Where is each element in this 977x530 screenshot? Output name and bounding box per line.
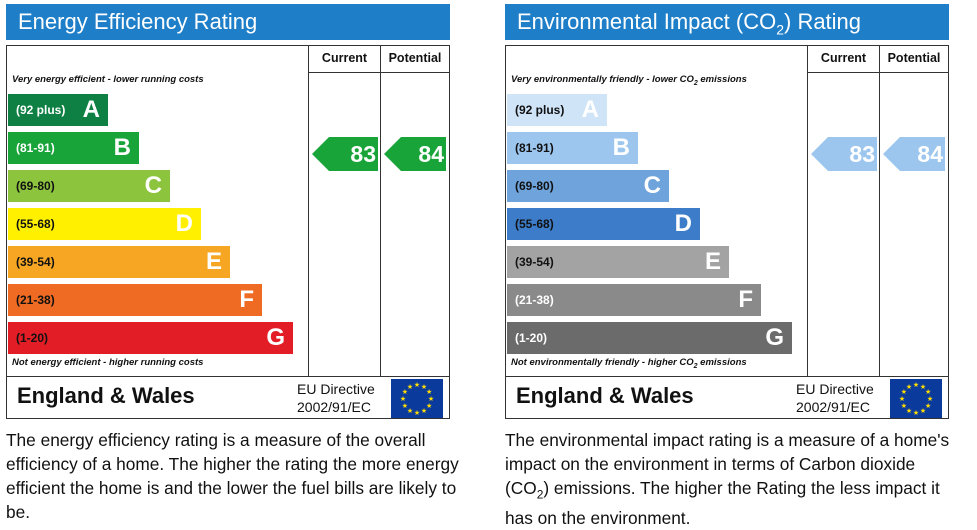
environment-rating-table: Current Potential Very environmentally f… <box>505 45 949 419</box>
energy-current-value: 83 <box>350 141 376 167</box>
energy-efficiency-panel: Energy Efficiency Rating Current Potenti… <box>6 0 459 525</box>
environment-band-range: (55-68) <box>515 217 554 231</box>
svg-text:★: ★ <box>925 402 931 410</box>
energy-rating-table: Current Potential Very energy efficient … <box>6 45 450 419</box>
environment-region: England & Wales <box>516 383 694 408</box>
svg-text:★: ★ <box>920 383 926 391</box>
energy-band-letter: D <box>175 210 193 237</box>
svg-text:★: ★ <box>913 381 919 389</box>
energy-band-range: (55-68) <box>16 217 55 231</box>
energy-description: The energy efficiency rating is a measur… <box>6 430 459 522</box>
svg-text:★: ★ <box>402 388 408 396</box>
svg-text:★: ★ <box>414 409 420 417</box>
environment-potential-arrow: 84 <box>883 137 945 171</box>
svg-text:★: ★ <box>407 407 413 415</box>
energy-current-arrow: 83 <box>312 137 378 171</box>
eu-flag-icon: ★ ★ ★ ★ ★ ★ ★ ★ ★ ★ ★ ★ <box>890 379 942 418</box>
energy-band-range: (92 plus) <box>16 103 66 117</box>
environment-band-letter: G <box>765 324 784 351</box>
environment-current-arrow: 83 <box>811 137 877 171</box>
energy-band-b: (81-91) B <box>8 132 139 164</box>
svg-text:★: ★ <box>899 395 905 403</box>
svg-text:★: ★ <box>906 383 912 391</box>
svg-text:★: ★ <box>906 407 912 415</box>
energy-band-f: (21-38) F <box>8 284 262 316</box>
energy-band-letter: F <box>239 286 254 313</box>
environment-band-range: (21-38) <box>515 293 554 307</box>
environment-current-value: 83 <box>849 141 875 167</box>
energy-band-g: (1-20) G <box>8 322 293 354</box>
environment-note-bottom: Not environmentally friendly - higher CO… <box>511 357 747 370</box>
svg-text:★: ★ <box>426 388 432 396</box>
environment-band-range: (69-80) <box>515 179 554 193</box>
svg-text:★: ★ <box>901 388 907 396</box>
energy-title: Energy Efficiency Rating <box>6 4 450 40</box>
svg-text:★: ★ <box>421 407 427 415</box>
environmental-impact-panel: Environmental Impact (CO2) Rating Curren… <box>505 0 951 528</box>
environment-directive: EU Directive 2002/91/EC <box>796 381 874 415</box>
energy-band-range: (69-80) <box>16 179 55 193</box>
energy-note-bottom: Not energy efficient - higher running co… <box>12 357 204 368</box>
environment-band-g: (1-20) G <box>507 322 792 354</box>
environment-description: The environmental impact rating is a mea… <box>505 430 950 529</box>
environment-band-c: (69-80) C <box>507 170 669 202</box>
svg-text:★: ★ <box>428 395 434 403</box>
svg-text:★: ★ <box>426 402 432 410</box>
svg-text:★: ★ <box>913 409 919 417</box>
environment-band-letter: E <box>704 248 721 275</box>
environment-band-letter: C <box>643 172 661 199</box>
environment-band-letter: F <box>738 286 753 313</box>
environment-band-range: (81-91) <box>515 141 554 155</box>
environment-band-f: (21-38) F <box>507 284 761 316</box>
environment-band-range: (39-54) <box>515 255 554 269</box>
energy-band-range: (81-91) <box>16 141 55 155</box>
energy-band-letter: G <box>266 324 285 351</box>
environment-band-e: (39-54) E <box>507 246 729 278</box>
svg-text:★: ★ <box>925 388 931 396</box>
svg-text:★: ★ <box>402 402 408 410</box>
energy-band-letter: E <box>205 248 222 275</box>
energy-current-header: Current <box>321 51 368 65</box>
environment-potential-header: Potential <box>887 51 941 65</box>
environment-band-a: (92 plus) A <box>507 94 607 126</box>
svg-text:★: ★ <box>407 383 413 391</box>
energy-band-letter: A <box>82 96 100 123</box>
environment-band-range: (1-20) <box>515 331 548 345</box>
svg-text:★: ★ <box>901 402 907 410</box>
environment-band-d: (55-68) D <box>507 208 700 240</box>
environment-band-b: (81-91) B <box>507 132 638 164</box>
energy-band-d: (55-68) D <box>8 208 201 240</box>
svg-text:★: ★ <box>421 383 427 391</box>
environment-title: Environmental Impact (CO2) Rating <box>505 4 949 40</box>
svg-text:★: ★ <box>927 395 933 403</box>
eu-flag-icon: ★ ★ ★ ★ ★ ★ ★ ★ ★ ★ ★ ★ <box>391 379 443 418</box>
environment-band-letter: D <box>674 210 692 237</box>
environment-band-letter: A <box>581 96 599 123</box>
energy-potential-header: Potential <box>388 51 442 65</box>
energy-potential-value: 84 <box>418 141 444 167</box>
energy-band-range: (21-38) <box>16 293 55 307</box>
energy-band-letter: B <box>113 134 131 161</box>
environment-band-letter: B <box>612 134 630 161</box>
energy-band-letter: C <box>144 172 162 199</box>
energy-band-range: (39-54) <box>16 255 55 269</box>
svg-text:★: ★ <box>400 395 406 403</box>
svg-text:★: ★ <box>414 381 420 389</box>
environment-potential-value: 84 <box>917 141 943 167</box>
environment-current-header: Current <box>820 51 867 65</box>
energy-band-e: (39-54) E <box>8 246 230 278</box>
environment-note-top: Very environmentally friendly - lower CO… <box>511 74 747 87</box>
energy-band-c: (69-80) C <box>8 170 170 202</box>
energy-band-a: (92 plus) A <box>8 94 108 126</box>
energy-potential-arrow: 84 <box>384 137 446 171</box>
svg-text:★: ★ <box>920 407 926 415</box>
environment-band-range: (92 plus) <box>515 103 565 117</box>
energy-directive: EU Directive 2002/91/EC <box>297 381 375 415</box>
energy-note-top: Very energy efficient - lower running co… <box>12 74 204 85</box>
energy-region: England & Wales <box>17 383 195 408</box>
energy-band-range: (1-20) <box>16 331 49 345</box>
